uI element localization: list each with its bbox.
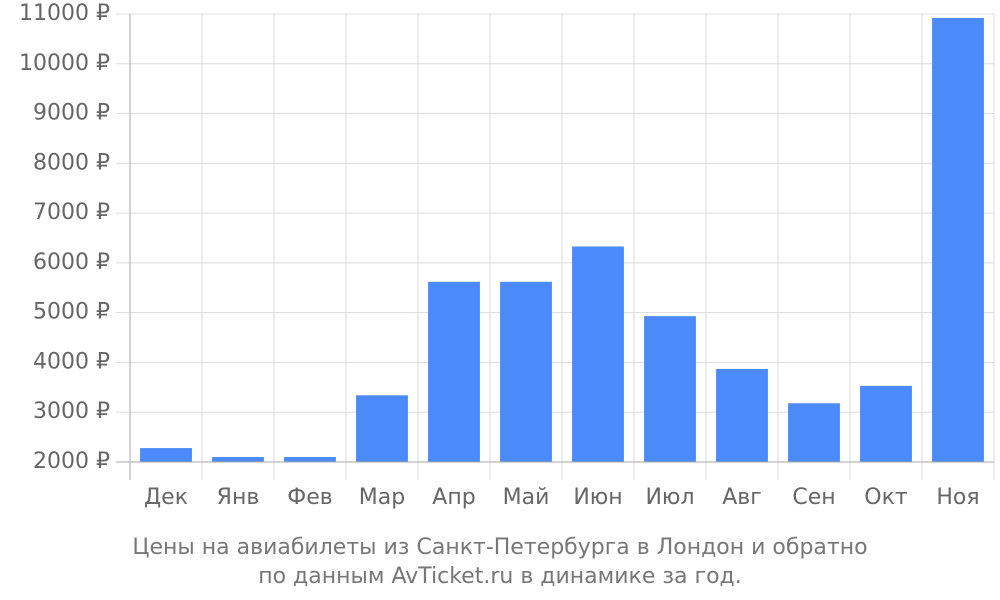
- y-tick-label: 2000 ₽: [33, 449, 110, 474]
- bar-Июн: [572, 246, 624, 462]
- bar-Дек: [140, 448, 192, 462]
- bar-Сен: [788, 403, 840, 462]
- bar-Окт: [860, 385, 912, 462]
- y-tick-label: 6000 ₽: [33, 250, 110, 275]
- x-tick-labels: Дек Янв Фев Мар Апр Май Июн Июл Авг Сен Окт Ноя: [144, 485, 980, 510]
- x-tick-label: Июн: [573, 485, 622, 510]
- bar-Авг: [716, 368, 768, 462]
- x-tick-label: Сен: [792, 485, 835, 510]
- x-tick-label: Апр: [432, 485, 475, 510]
- bar-Май: [500, 281, 552, 462]
- bar-Апр: [428, 281, 480, 462]
- y-tick-label: 4000 ₽: [33, 349, 110, 374]
- y-tick-label: 9000 ₽: [33, 101, 110, 126]
- y-tick-label: 7000 ₽: [33, 200, 110, 225]
- bar-Мар: [356, 395, 408, 462]
- x-tick-label: Фев: [287, 485, 332, 510]
- y-tick-label: 10000 ₽: [19, 51, 110, 76]
- bar-Июл: [644, 316, 696, 462]
- x-tick-label: Янв: [217, 485, 260, 510]
- y-tick-label: 3000 ₽: [33, 399, 110, 424]
- x-tick-label: Дек: [144, 485, 188, 510]
- bars: [140, 17, 984, 463]
- y-tick-label: 8000 ₽: [33, 150, 110, 175]
- x-tick-label: Окт: [864, 485, 908, 510]
- x-tick-label: Авг: [722, 485, 762, 510]
- axes: [116, 14, 994, 480]
- bar-Янв: [212, 457, 264, 462]
- bar-Ноя: [932, 17, 984, 463]
- y-tick-label: 5000 ₽: [33, 300, 110, 325]
- y-tick-label: 11000 ₽: [19, 1, 110, 26]
- y-tick-labels: 2000 ₽ 3000 ₽ 4000 ₽ 5000 ₽ 6000 ₽ 7000 ₽ 8000…: [19, 1, 110, 474]
- x-tick-label: Май: [503, 485, 550, 510]
- x-tick-label: Ноя: [936, 485, 979, 510]
- bar-Фев: [284, 457, 336, 462]
- chart-caption: Цены на авиабилеты из Санкт-Петербурга в…: [0, 533, 1000, 591]
- caption-line-2: по данным AvTicket.ru в динамике за год.: [258, 564, 742, 589]
- x-tick-label: Июл: [645, 485, 694, 510]
- x-tick-label: Мар: [359, 485, 405, 510]
- caption-line-1: Цены на авиабилеты из Санкт-Петербурга в…: [132, 535, 868, 560]
